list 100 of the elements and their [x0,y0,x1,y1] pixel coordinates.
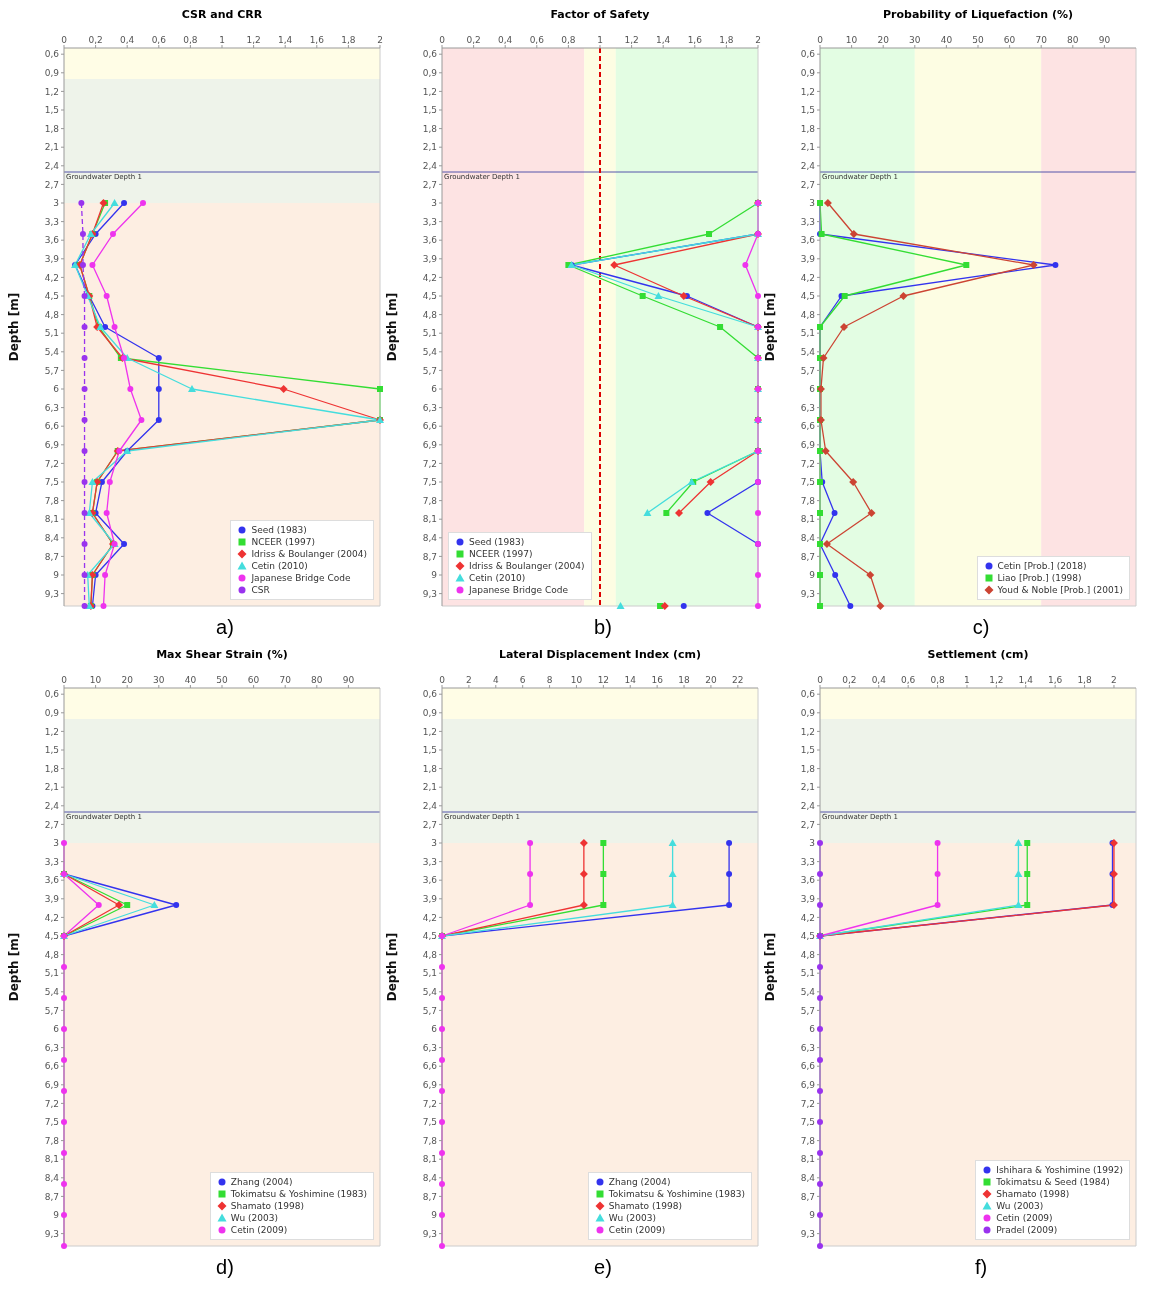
x-tick-label: 10 [570,675,583,685]
y-tick-label: 8,7 [422,551,437,562]
y-tick-label: 2,4 [422,800,438,811]
y-tick-label: 4,2 [422,912,437,923]
y-tick-label: 0,9 [800,707,816,718]
y-tick-label: 6,3 [422,1042,437,1053]
y-tick-label: 3,6 [800,875,816,886]
y-axis-title: Depth [m] [7,292,22,362]
legend-label: Liao [Prob.] (1998) [997,572,1082,584]
x-tick-label: 1 [597,35,603,45]
y-tick-label: 8,1 [44,1154,59,1165]
y-tick-label: 2,7 [44,819,59,830]
y-tick-label: 3,3 [44,856,59,867]
y-tick-label: 7,2 [800,458,815,469]
y-tick-label: 5,4 [422,346,438,357]
y-tick-label: 2,7 [800,819,815,830]
y-tick-label: 7,2 [44,1098,59,1109]
y-tick-label: 2,7 [44,179,59,190]
x-tick-label: 70 [279,675,292,685]
legend-label: Cetin (2010) [469,572,526,584]
y-tick-label: 1,5 [800,745,815,756]
y-tick-label: 0,6 [44,689,60,700]
x-tick-label: 0 [61,675,68,685]
y-tick-label: 0,6 [800,49,816,60]
legend-label: CSR [251,584,270,596]
y-tick-label: 9,3 [422,1228,437,1239]
y-tick-label: 6,9 [44,1079,60,1090]
y-tick-label: 4,5 [422,291,437,302]
y-tick-label: 2,1 [800,782,815,793]
y-tick-label: 4,5 [800,291,815,302]
x-tick-label: 1,2 [989,675,1004,685]
x-tick-label: 0,6 [901,675,916,685]
y-tick-label: 5,1 [800,328,815,339]
y-tick-label: 2,7 [422,819,437,830]
x-tick-label: 0,8 [930,675,945,685]
y-tick-label: 1,5 [422,745,437,756]
x-tick-label: 20 [121,675,134,685]
legend-label: Shamato (1998) [608,1200,682,1212]
x-tick-label: 1,6 [309,35,325,45]
y-tick-label: 9 [53,570,60,581]
y-tick-label: 6,6 [44,421,60,432]
legend-label: Seed (1983) [251,524,307,536]
y-tick-label: 4,8 [422,949,438,960]
legend-label: Shamato (1998) [996,1188,1070,1200]
y-tick-label: 4,8 [44,949,60,960]
x-tick-label: 0,2 [842,675,857,685]
y-tick-label: 7,2 [44,458,59,469]
y-tick-label: 1,2 [422,86,437,97]
y-tick-label: 2,4 [800,800,816,811]
legend-label: Cetin [Prob.] (2018) [997,560,1087,572]
y-tick-label: 4,8 [800,309,816,320]
y-tick-label: 4,5 [44,291,59,302]
y-tick-label: 1,2 [44,86,59,97]
chart-title: Lateral Displacement Index (cm) [497,648,703,662]
y-tick-label: 6 [809,384,816,395]
x-tick-label: 12 [597,675,610,685]
y-tick-label: 3 [431,198,437,209]
x-tick-label: 30 [153,675,165,685]
x-tick-label: 6 [519,675,526,685]
x-tick-label: 50 [216,675,228,685]
legend-label: Wu (2003) [608,1212,656,1224]
x-tick-label: 20 [877,35,890,45]
y-tick-label: 3,9 [422,254,438,264]
x-tick-label: 1,8 [1077,675,1092,685]
y-tick-label: 8,4 [800,1172,816,1183]
y-tick-label: 0,6 [422,49,438,60]
x-tick-label: 18 [678,675,691,685]
y-tick-label: 1,5 [800,105,815,116]
y-tick-label: 3,6 [44,875,60,886]
chart-title: CSR and CRR [180,8,264,22]
y-tick-label: 9 [431,1210,438,1221]
y-tick-label: 1,2 [800,86,815,97]
legend-label: Tokimatsu & Yoshimine (1983) [230,1188,367,1200]
legend-label: Cetin (2009) [230,1224,288,1236]
x-tick-label: 10 [845,35,858,45]
y-tick-label: 3,9 [44,254,60,264]
y-tick-label: 6,6 [800,421,816,432]
y-tick-label: 2,1 [422,142,437,153]
y-tick-label: 7,5 [44,477,59,488]
y-tick-label: 1,8 [800,123,816,134]
y-tick-label: 9 [431,570,438,581]
y-tick-label: 7,8 [800,495,816,506]
y-tick-label: 9,3 [800,1228,815,1239]
y-tick-label: 7,8 [422,495,438,506]
y-axis-title: Depth [m] [763,292,778,362]
y-tick-label: 3,9 [800,254,816,264]
legend-label: Cetin (2009) [608,1224,666,1236]
legend-label: Zhang (2004) [608,1176,671,1188]
x-tick-label: 90 [342,675,355,685]
y-tick-label: 6,6 [800,1061,816,1072]
y-tick-label: 8,1 [44,514,59,525]
y-tick-label: 8,4 [800,532,816,543]
y-tick-label: 8,7 [44,1191,59,1202]
y-tick-label: 3 [809,198,815,209]
y-tick-label: 8,4 [422,532,438,543]
y-tick-label: 5,4 [44,986,60,997]
x-tick-label: 22 [732,675,744,685]
y-tick-label: 8,7 [422,1191,437,1202]
y-tick-label: 1,5 [44,105,59,116]
x-tick-label: 80 [311,675,323,685]
